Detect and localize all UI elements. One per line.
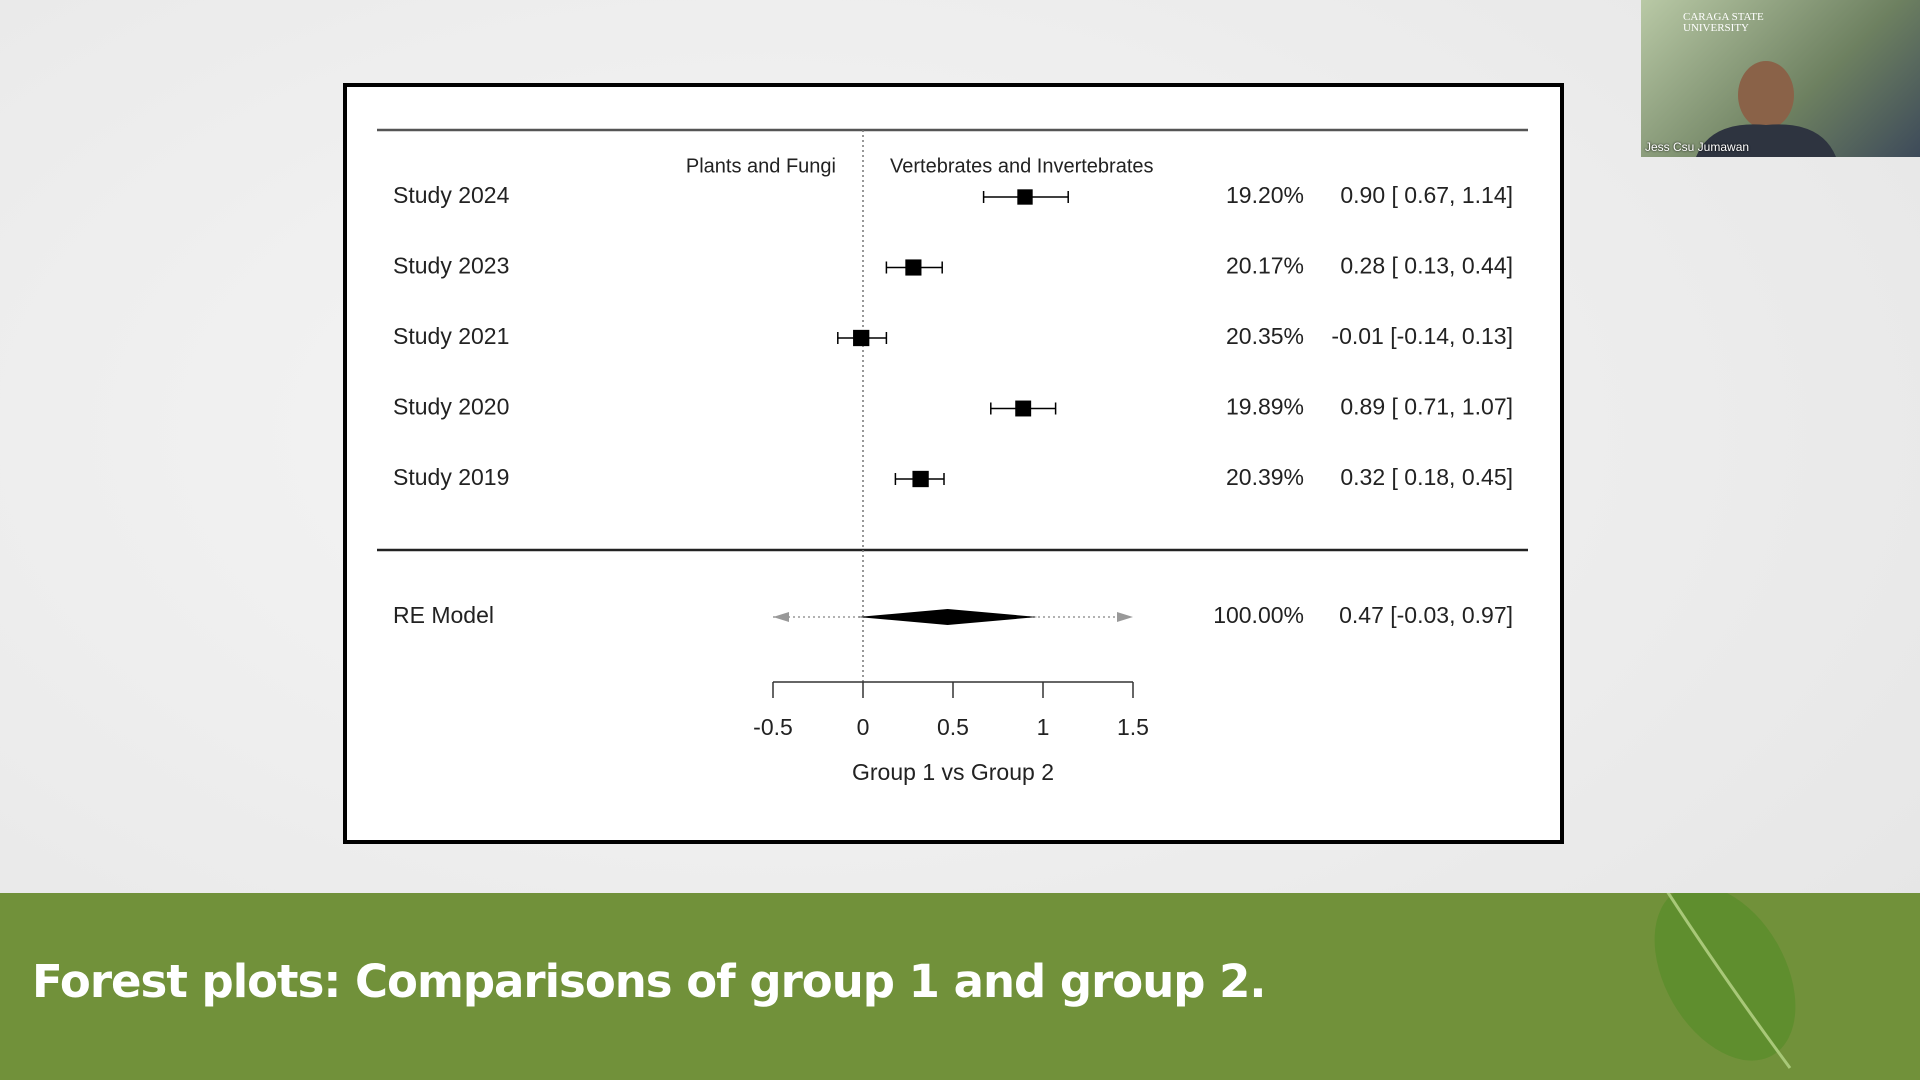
weight-label: 100.00% — [1213, 602, 1304, 628]
chart: Plants and Fungi Vertebrates and Inverteb… — [343, 83, 1564, 844]
summary-diamond — [857, 609, 1038, 625]
study-label: Study 2021 — [393, 323, 509, 349]
x-tick-label: 1.5 — [1117, 714, 1149, 740]
estimate-label: 0.89 [ 0.71, 1.07] — [1340, 394, 1513, 420]
chart-frame — [343, 83, 1564, 844]
study-label: Study 2019 — [393, 464, 509, 490]
head — [1738, 61, 1794, 129]
weight-label: 20.35% — [1226, 323, 1304, 349]
study-label: Study 2020 — [393, 394, 509, 420]
x-tick-label: 1 — [1037, 714, 1050, 740]
left-label: Plants and Fungi — [686, 155, 836, 177]
weight-label: 20.39% — [1226, 464, 1304, 490]
webcam: CARAGA STATE UNIVERSITY Jess Csu Jumawan — [1641, 0, 1920, 157]
leaf-shape — [1654, 893, 1796, 1061]
study-label: Study 2024 — [393, 182, 510, 208]
estimate-label: 0.90 [ 0.67, 1.14] — [1340, 182, 1513, 208]
estimate-square — [853, 329, 870, 347]
pi-arrow — [1117, 612, 1133, 622]
caption-band — [0, 893, 1920, 1080]
leaf-vein — [1666, 893, 1792, 1069]
leaf — [1654, 893, 1796, 1069]
x-tick-label: 0.5 — [937, 714, 969, 740]
estimate-label: 0.28 [ 0.13, 0.44] — [1340, 253, 1513, 279]
weight-label: 19.20% — [1226, 182, 1304, 208]
caption: Forest plots: Comparisons of group 1 and… — [32, 955, 1267, 1008]
participant-name: Jess Csu Jumawan — [1645, 140, 1750, 154]
estimate-label: 0.47 [-0.03, 0.97] — [1339, 602, 1513, 628]
estimate-label: 0.32 [ 0.18, 0.45] — [1340, 464, 1513, 490]
x-axis-label: Group 1 vs Group 2 — [852, 759, 1054, 785]
webcam-person — [1696, 61, 1836, 157]
estimate-square — [912, 470, 929, 488]
estimate-square — [1017, 189, 1033, 205]
right-label: Vertebrates and Invertebrates — [890, 155, 1154, 177]
estimate-label: -0.01 [-0.14, 0.13] — [1331, 323, 1513, 349]
x-tick-label: -0.5 — [753, 714, 793, 740]
weight-label: 20.17% — [1226, 253, 1304, 279]
study-label: Study 2023 — [393, 253, 509, 279]
estimate-square — [1015, 400, 1032, 417]
logo-text: CARAGA STATE UNIVERSITY — [1683, 11, 1764, 34]
body — [1696, 124, 1836, 157]
weight-label: 19.89% — [1226, 394, 1304, 420]
summary-label: RE Model — [393, 602, 494, 628]
pi-arrow — [773, 612, 789, 622]
x-tick-label: 0 — [857, 714, 870, 740]
estimate-square — [905, 259, 922, 276]
